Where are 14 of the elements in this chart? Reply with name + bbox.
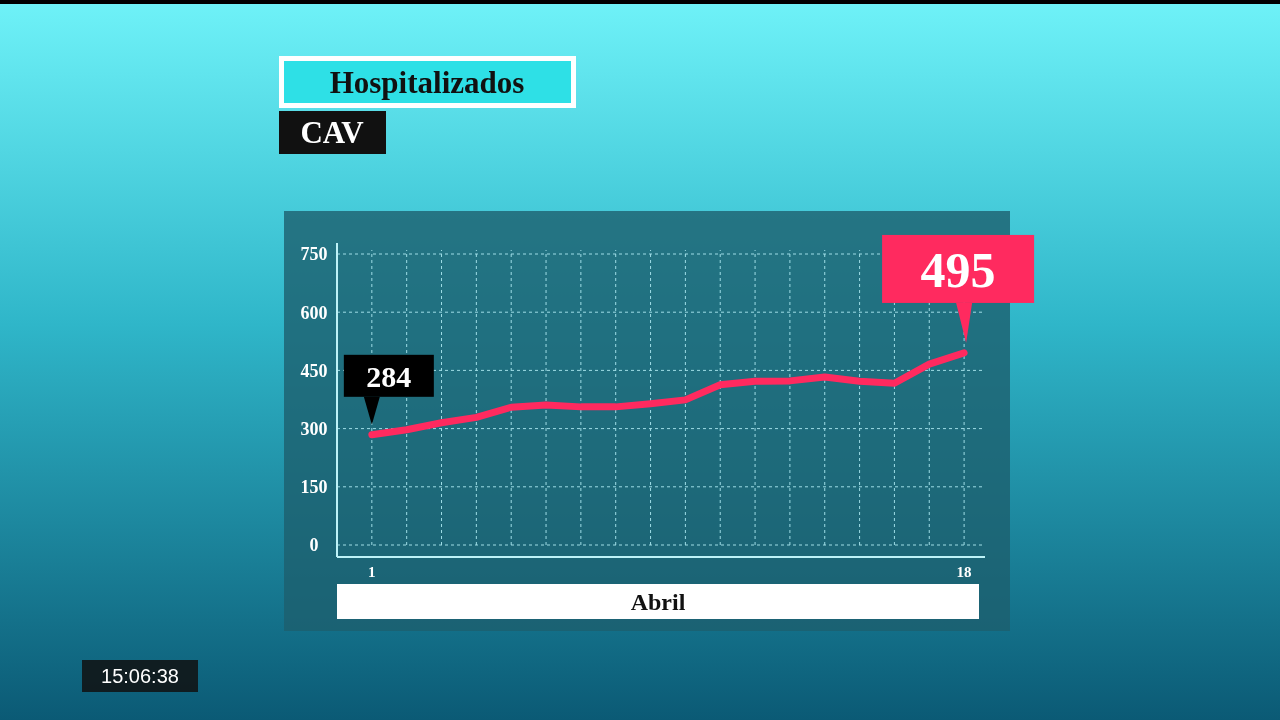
x-tick-label: 1	[368, 564, 376, 581]
y-tick-label: 750	[300, 244, 328, 265]
y-tick-label: 150	[300, 477, 328, 498]
y-tick-label: 300	[300, 419, 328, 440]
x-tick-label: 18	[956, 564, 972, 581]
y-tick-label: 600	[300, 302, 328, 323]
text: 15:06:38	[101, 665, 179, 688]
y-tick-label: 0	[309, 535, 319, 556]
chart-subtitle: CAV	[300, 115, 365, 151]
data-label: 495	[920, 241, 996, 298]
x-axis-title: Abril	[630, 588, 686, 615]
data-label: 284	[366, 359, 412, 393]
chart-title: Hospitalizados	[329, 65, 525, 101]
y-tick-label: 450	[300, 360, 328, 381]
